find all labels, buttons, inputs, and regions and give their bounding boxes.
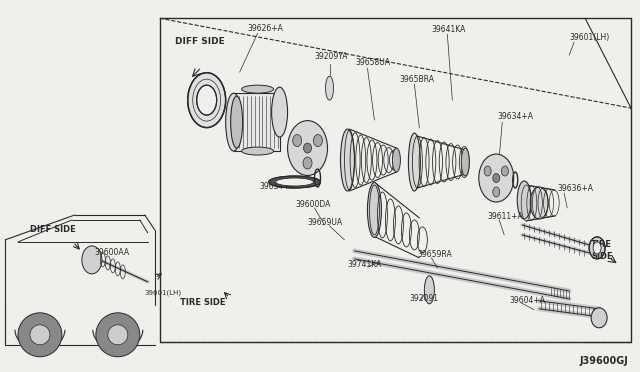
Circle shape bbox=[30, 325, 50, 345]
Text: 39634+A: 39634+A bbox=[497, 112, 533, 121]
Text: 39601(LH): 39601(LH) bbox=[145, 290, 182, 296]
Text: TIRE SIDE: TIRE SIDE bbox=[180, 298, 225, 307]
Text: TIRE: TIRE bbox=[591, 240, 612, 249]
Ellipse shape bbox=[517, 181, 531, 219]
Text: 392091: 392091 bbox=[410, 294, 438, 303]
Ellipse shape bbox=[314, 135, 323, 147]
Ellipse shape bbox=[484, 166, 491, 176]
Ellipse shape bbox=[479, 154, 514, 202]
Text: 39626+A: 39626+A bbox=[248, 24, 284, 33]
Text: 39611+A: 39611+A bbox=[487, 212, 523, 221]
Ellipse shape bbox=[303, 143, 312, 153]
Text: 39741KA: 39741KA bbox=[348, 260, 382, 269]
Ellipse shape bbox=[82, 246, 102, 274]
Text: 39654+A: 39654+A bbox=[260, 182, 296, 191]
Circle shape bbox=[18, 313, 62, 357]
Text: 39600DA: 39600DA bbox=[296, 200, 331, 209]
Text: 39209YA: 39209YA bbox=[314, 52, 348, 61]
Ellipse shape bbox=[196, 85, 217, 115]
Ellipse shape bbox=[424, 276, 435, 304]
Circle shape bbox=[108, 325, 128, 345]
Ellipse shape bbox=[226, 93, 242, 151]
Ellipse shape bbox=[242, 85, 273, 93]
Ellipse shape bbox=[589, 237, 605, 259]
Ellipse shape bbox=[493, 173, 500, 183]
Text: 39641KA: 39641KA bbox=[431, 25, 466, 34]
Ellipse shape bbox=[501, 166, 508, 176]
Ellipse shape bbox=[408, 133, 420, 191]
Ellipse shape bbox=[367, 183, 381, 237]
Ellipse shape bbox=[326, 76, 333, 100]
Text: DIFF SIDE: DIFF SIDE bbox=[175, 37, 225, 46]
Ellipse shape bbox=[530, 187, 548, 219]
Ellipse shape bbox=[303, 157, 312, 169]
Text: 39659UA: 39659UA bbox=[308, 218, 342, 227]
Text: DIFF SIDE: DIFF SIDE bbox=[30, 225, 76, 234]
Ellipse shape bbox=[276, 178, 314, 186]
Text: J39600GJ: J39600GJ bbox=[579, 356, 628, 366]
Text: 39600AA: 39600AA bbox=[95, 248, 130, 257]
Bar bbox=[234, 93, 280, 151]
Ellipse shape bbox=[461, 148, 469, 176]
Ellipse shape bbox=[230, 96, 243, 148]
Text: 39658UA: 39658UA bbox=[355, 58, 390, 67]
Text: 3965BRA: 3965BRA bbox=[399, 75, 435, 84]
Ellipse shape bbox=[292, 135, 301, 147]
Ellipse shape bbox=[392, 148, 401, 172]
Ellipse shape bbox=[340, 129, 355, 191]
Ellipse shape bbox=[287, 121, 328, 176]
Text: SIDE: SIDE bbox=[591, 252, 612, 261]
Text: 39659RA: 39659RA bbox=[417, 250, 452, 259]
Ellipse shape bbox=[188, 73, 226, 128]
Ellipse shape bbox=[271, 87, 287, 137]
Ellipse shape bbox=[242, 147, 273, 155]
Ellipse shape bbox=[269, 176, 321, 188]
Ellipse shape bbox=[493, 187, 500, 197]
Ellipse shape bbox=[593, 242, 601, 254]
Circle shape bbox=[96, 313, 140, 357]
Ellipse shape bbox=[591, 308, 607, 328]
Text: 39601(LH): 39601(LH) bbox=[569, 33, 609, 42]
Text: 39636+A: 39636+A bbox=[557, 184, 593, 193]
Text: 39604+A: 39604+A bbox=[509, 296, 545, 305]
